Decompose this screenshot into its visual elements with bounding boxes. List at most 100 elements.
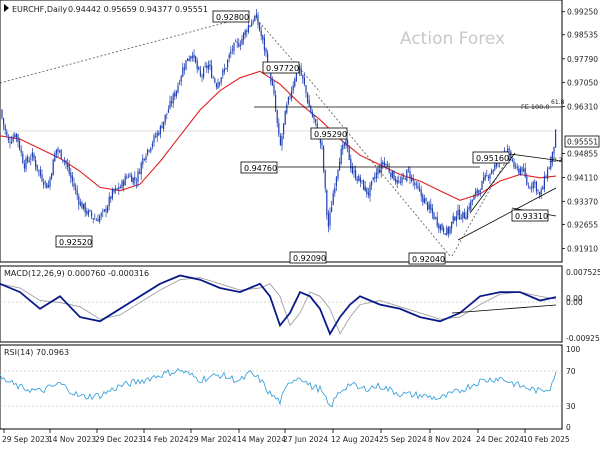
level-label-1: 0.92520: [55, 235, 93, 248]
candle-body: [259, 23, 261, 31]
candle-body: [198, 67, 200, 70]
candle-body: [43, 182, 45, 185]
candle-body: [345, 137, 347, 146]
candle-body: [393, 171, 395, 181]
candle-body: [278, 123, 280, 135]
price-tick-label: 0.91910: [567, 244, 598, 253]
candle-body: [412, 178, 414, 182]
candle-body: [390, 172, 392, 177]
candle-body: [62, 159, 64, 161]
candle-body: [119, 187, 121, 189]
candle-body: [249, 25, 251, 27]
candle-body: [86, 211, 88, 214]
candle-body: [348, 145, 350, 161]
candle-body: [207, 65, 209, 70]
candle-body: [380, 162, 382, 174]
candle-body: [315, 119, 317, 123]
candle-body: [145, 155, 147, 160]
candle-body: [417, 185, 419, 189]
candle-body: [57, 148, 59, 152]
candle-body: [420, 189, 422, 197]
candle-body: [190, 56, 192, 60]
candle-body: [155, 136, 157, 138]
candle-body: [180, 76, 182, 82]
candle-body: [342, 144, 344, 150]
moving-average: [0, 70, 557, 201]
candle-body: [427, 201, 429, 210]
time-tick-label: 27 Jun 2024: [283, 435, 328, 444]
candle-body: [260, 31, 262, 36]
level-label-5: 0.94760: [240, 161, 278, 174]
candle-body: [521, 167, 523, 172]
candle-body: [110, 196, 112, 199]
candle-body: [188, 58, 190, 61]
level-label-9: 0.92040: [408, 252, 446, 265]
candle-body: [547, 169, 549, 179]
candle-body: [251, 22, 253, 27]
candle-body: [451, 221, 453, 229]
candle-body: [543, 176, 545, 190]
time-tick-label: 14 May 2024: [237, 435, 286, 444]
candle-body: [241, 38, 243, 45]
candle-body: [246, 31, 248, 33]
candle-body: [468, 206, 470, 209]
candle-body: [470, 200, 472, 210]
candle-body: [406, 169, 408, 182]
candle-body: [3, 118, 5, 126]
candle-body: [486, 175, 488, 176]
candle-body: [239, 44, 241, 46]
ohlc-label: 0.94442 0.95659 0.94377 0.95551: [68, 5, 208, 14]
candle-body: [60, 149, 62, 159]
candle-body: [28, 160, 30, 163]
time-tick-label: 8 Nov 2024: [428, 435, 471, 444]
svg-text:0.95160: 0.95160: [476, 154, 509, 163]
candle-body: [179, 83, 181, 85]
candle-body: [204, 66, 206, 67]
candle-body: [220, 77, 222, 83]
price-tick-label: 0.96310: [567, 102, 598, 111]
ma-series: [0, 70, 557, 201]
candle-body: [398, 180, 400, 183]
candle-body: [247, 25, 249, 32]
candle-body: [292, 85, 294, 91]
candle-body: [132, 177, 134, 184]
price-tick-label: 0.94110: [567, 173, 598, 182]
candle-body: [327, 213, 329, 227]
macd-title: MACD(12,26,9) 0.000760 -0.000316: [4, 269, 149, 278]
price-tick-label: 0.97050: [567, 79, 598, 88]
candle-body: [193, 54, 195, 59]
candle-body: [158, 132, 160, 135]
fe-small-label: 61.8: [551, 99, 565, 106]
level-label-6: 0.92090: [289, 251, 327, 264]
candle-body: [407, 169, 409, 170]
macd-tick-bottom: -0.009252: [566, 334, 600, 343]
candle-body: [523, 169, 525, 172]
candle-body: [161, 126, 163, 129]
candle-body: [252, 21, 254, 23]
candle-body: [22, 153, 24, 164]
macd-series: [0, 274, 557, 336]
candle-body: [529, 187, 531, 189]
candle-body: [428, 204, 430, 210]
candle-body: [166, 113, 168, 115]
candle-body: [351, 167, 353, 174]
candle-body: [375, 172, 377, 179]
candle-body: [495, 161, 497, 167]
candle-body: [95, 220, 97, 221]
candle-body: [92, 218, 94, 219]
candle-body: [126, 176, 128, 178]
svg-text:0.93310: 0.93310: [515, 212, 548, 221]
candle-body: [87, 210, 89, 215]
candle-body: [222, 70, 224, 76]
candle-body: [331, 206, 333, 213]
candle-body: [115, 188, 117, 191]
candle-body: [383, 162, 385, 166]
candle-body: [20, 149, 22, 153]
candle-body: [267, 53, 269, 65]
candle-body: [12, 136, 14, 142]
candle-body: [11, 141, 13, 144]
time-tick-label: 24 Dec 2024: [476, 435, 524, 444]
candle-body: [391, 170, 393, 178]
candle-body: [83, 203, 85, 209]
